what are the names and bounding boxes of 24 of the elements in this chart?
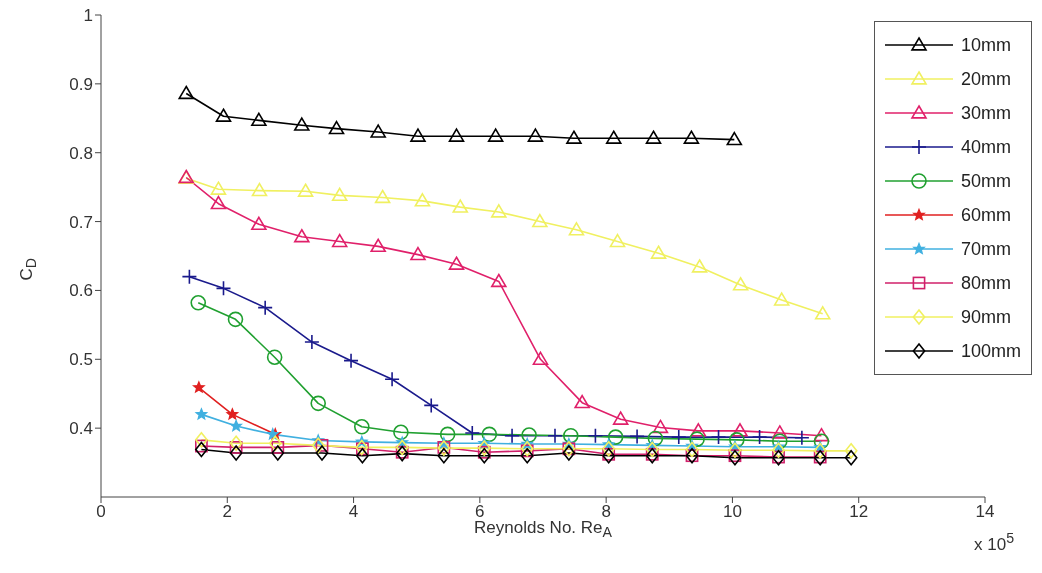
- y-tick-label: 0.6: [69, 281, 93, 301]
- x-tick-label: 14: [975, 502, 995, 522]
- legend-label: 30mm: [960, 102, 1011, 124]
- x-tick-label: 12: [849, 502, 869, 522]
- y-tick-label: 0.5: [69, 350, 93, 370]
- legend-label: 20mm: [960, 68, 1011, 90]
- x-tick-label: 10: [722, 502, 742, 522]
- y-tick-label: 0.9: [69, 74, 93, 94]
- y-tick-label: 0.4: [69, 419, 93, 439]
- x-tick-label: 0: [96, 502, 106, 522]
- legend-label: 50mm: [960, 170, 1011, 192]
- y-tick-label: 0.8: [69, 143, 93, 163]
- legend-label: 100mm: [960, 340, 1021, 362]
- legend-label: 10mm: [960, 34, 1011, 56]
- text: x 10$^{5}$: [973, 530, 1014, 555]
- legend-label: 80mm: [960, 272, 1011, 294]
- legend-label: 70mm: [960, 238, 1011, 260]
- x-tick-label: 2: [222, 502, 233, 522]
- y-tick-label: 1: [83, 6, 93, 26]
- y-tick-label: 0.7: [69, 212, 93, 232]
- legend-label: 90mm: [960, 306, 1011, 328]
- legend-label: 40mm: [960, 136, 1011, 158]
- legend-label: 60mm: [960, 204, 1011, 226]
- x-tick-label: 4: [348, 502, 359, 522]
